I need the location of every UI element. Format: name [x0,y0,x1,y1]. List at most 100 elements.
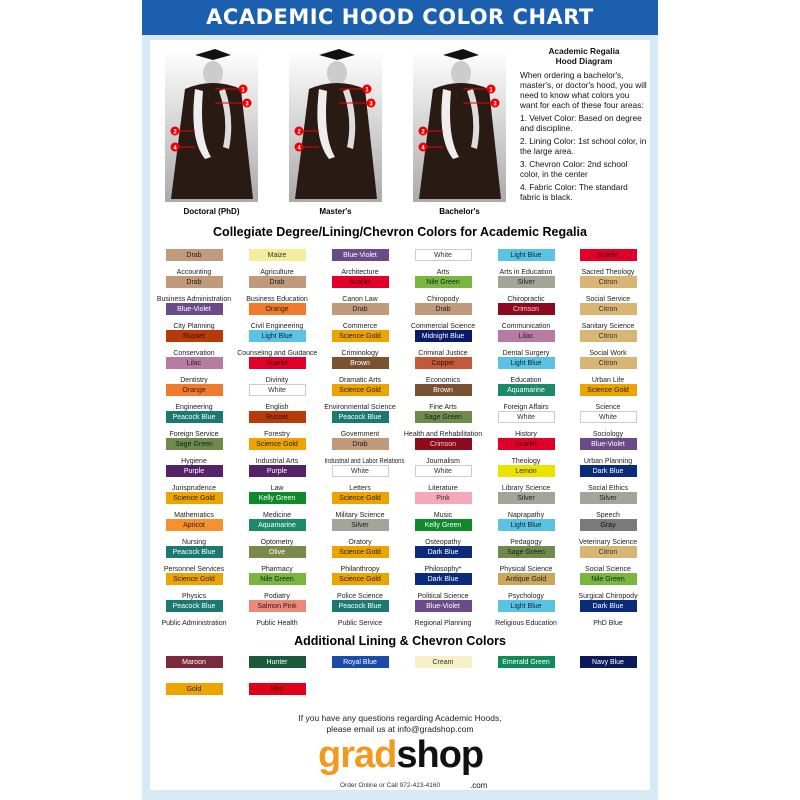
marker-number: 3 [245,102,249,108]
marker-4 [418,142,428,152]
color-entry: Dark Blue Social Ethics [566,465,650,495]
color-swatch: Drab [165,249,223,261]
color-entry: Peacock Blue Government [318,411,402,441]
color-swatch: Silver [331,519,389,531]
marker-4 [170,142,180,152]
degree-label: Philosophy* [424,566,462,573]
color-entry: Purple Jurisprudence [152,465,236,495]
color-swatch: Pink [414,492,472,504]
marker-number: 4 [421,146,425,152]
color-entry: Scarlet Sacred Theology [566,249,650,279]
color-swatch: Dark Blue [414,573,472,585]
degree-label: Business Administration [156,296,232,303]
color-entry: Peacock Blue Foreign Service [152,411,236,441]
color-entry: Red [235,683,319,695]
degree-label: Pedagogy [510,539,542,546]
degree-label: Foreign Affairs [503,404,549,411]
color-swatch: Peacock Blue [165,411,223,423]
degree-label: Accounting [176,269,212,276]
degree-label: Veterinary Science [578,539,638,546]
degree-label: Public Health [256,620,298,627]
hood-diagram-info: Academic Regalia Hood Diagram When orderi… [520,46,648,205]
color-swatch: Science Gold [165,492,223,504]
color-entry: Kelly Green Medicine [235,492,319,522]
color-entry: Peacock Blue Personnel Services [152,546,236,576]
color-swatch: Citron [579,303,637,315]
degree-label: Mathematics [174,512,214,519]
color-entry: Sage Green Health and Rehabilitation [401,411,485,441]
color-swatch: Orange [165,384,223,396]
color-swatch: Gray [579,519,637,531]
marker-number: 1 [241,88,245,94]
color-swatch: Science Gold [331,546,389,558]
footer-text: If you have any questions regarding Acad… [298,713,502,734]
color-entry: Orange Engineering [152,384,236,414]
color-entry: Salmon Pink Public Health [235,600,319,630]
color-swatch: Navy Blue [579,656,637,668]
degree-label: Osteopathy [425,539,461,546]
color-entry: Science Gold Environmental Science [318,384,402,414]
marker-number: 1 [489,88,493,94]
color-swatch: Blue-Violet [165,303,223,315]
color-swatch: Hunter [248,656,306,668]
degree-label: Social Service [585,296,631,303]
color-entry: Silver Naprapathy [484,492,568,522]
color-entry: Apricot Nursing [152,519,236,549]
color-entry: White Arts [401,249,485,279]
color-entry: Dark Blue PhD Blue [566,600,650,630]
marker-number: 2 [421,130,425,136]
color-entry: Orange Civil Engineering [235,303,319,333]
gradshop-logo: gradshop [318,734,484,776]
color-swatch: Citron [579,276,637,288]
color-swatch: Dark Blue [579,465,637,477]
color-swatch: Drab [165,276,223,288]
degree-label: Criminology [341,350,379,357]
degree-label: Fine Arts [429,404,457,411]
color-entry: Light Blue Religious Education [484,600,568,630]
color-entry: Aquamarine Foreign Affairs [484,384,568,414]
color-swatch: Science Gold [579,384,637,396]
color-swatch: Dark Blue [414,546,472,558]
diagram-item: 2. Lining Color: 1st school color, in th… [520,136,647,156]
color-entry: Maroon [152,656,236,668]
degree-label: History [515,431,537,438]
degree-label: Industrial Arts [255,458,299,465]
gown-label: Master's [319,207,352,216]
color-entry: Nile Green Podiatry [235,573,319,603]
color-swatch: Cream [414,656,472,668]
color-swatch: White [248,384,306,396]
color-swatch: White [331,465,389,477]
color-entry: Gray Veterinary Science [566,519,650,549]
color-entry: Brown Fine Arts [401,384,485,414]
degree-label: Philanthropy [340,566,380,573]
color-entry: Gold [152,683,236,695]
color-swatch: Lilac [165,357,223,369]
color-entry: Midnight Blue Criminal Justice [401,330,485,360]
degree-label: Social Work [589,350,627,357]
color-entry: Lemon Library Science [484,465,568,495]
color-swatch: Science Gold [331,492,389,504]
color-entry: Antique Gold Psychology [484,573,568,603]
degree-label: Pharmacy [261,566,293,573]
color-entry: White Letters [318,465,402,495]
color-swatch: Blue-Violet [579,438,637,450]
marker-1 [486,84,496,94]
color-swatch: Orange [248,303,306,315]
marker-number: 4 [173,146,177,152]
color-entry: Aquamarine Optometry [235,519,319,549]
degree-label: English [265,404,289,411]
color-entry: Drab Business Education [235,276,319,306]
color-swatch: Russet [248,411,306,423]
marker-1 [362,84,372,94]
color-swatch: Science Gold [331,330,389,342]
logo-tagline: Order Online or Call 972-423-4160 [340,782,441,789]
degree-label: Arts [436,269,450,276]
color-swatch: Light Blue [497,249,555,261]
color-swatch: Sage Green [497,546,555,558]
color-swatch: White [414,465,472,477]
color-entry: Scarlet Theology [484,438,568,468]
degree-label: Theology [511,458,541,465]
gown-image: 1 3 2 4 [413,49,506,202]
color-swatch: Apricot [165,519,223,531]
color-entry: Blue-Violet Regional Planning [401,600,485,630]
